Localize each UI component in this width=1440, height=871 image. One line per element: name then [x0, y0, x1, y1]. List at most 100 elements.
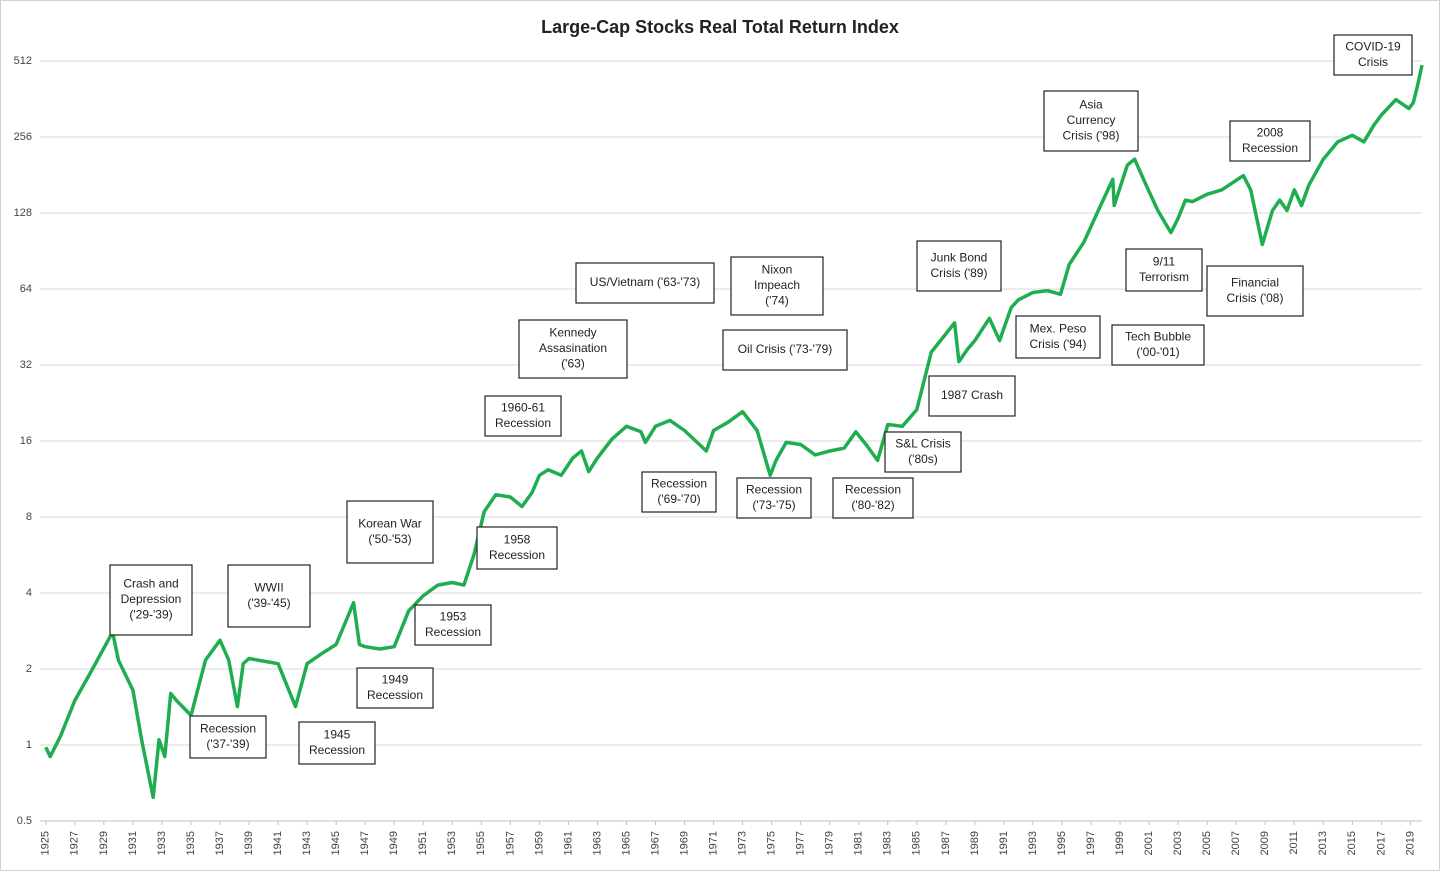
x-tick-label: 1979: [824, 831, 836, 855]
annotation-box: [298, 721, 376, 765]
y-tick-label: 32: [20, 359, 32, 371]
annotation-box: [1111, 324, 1205, 366]
annotation-box: [928, 375, 1016, 417]
y-tick-label: 1: [26, 739, 32, 751]
annotation-text: 1958: [504, 532, 531, 546]
annotation-box: [1125, 248, 1203, 292]
annotation-text: Korean War: [358, 516, 422, 530]
annotation-text: Crash and: [123, 577, 178, 591]
x-tick-label: 1993: [1027, 831, 1039, 855]
annotation-text: ('50-'53): [368, 532, 411, 546]
x-tick-label: 1963: [591, 831, 603, 855]
x-tick-label: 1985: [911, 831, 923, 855]
annotation-text: ('73-'75): [752, 498, 795, 512]
x-tick-label: 1955: [475, 831, 487, 855]
annotation-text: US/Vietnam ('63-'73): [590, 275, 700, 289]
x-tick-label: 1989: [969, 831, 981, 855]
annotation-box: [641, 471, 717, 513]
x-tick-label: 1947: [359, 831, 371, 855]
x-tick-label: 1965: [620, 831, 632, 855]
annotation-text: ('63): [561, 357, 585, 371]
x-tick-label: 1967: [649, 831, 661, 855]
annotation-box: [484, 395, 562, 437]
annotation-text: 1953: [440, 609, 467, 623]
x-tick-label: 1999: [1114, 831, 1126, 855]
x-tick-label: 1949: [388, 831, 400, 855]
annotation-text: Recession: [651, 476, 707, 490]
x-tick-label: 2017: [1375, 831, 1387, 855]
annotation-text: COVID-19: [1345, 39, 1401, 53]
x-tick-label: 1987: [940, 831, 952, 855]
annotation-text: Depression: [121, 592, 182, 606]
x-tick-label: 2013: [1317, 831, 1329, 855]
y-tick-label: 8: [26, 511, 32, 523]
line-series: [44, 64, 1424, 800]
annotation-box: [916, 240, 1002, 292]
x-tick-label: 1969: [678, 831, 690, 855]
x-tick-label: 1943: [301, 831, 313, 855]
annotation-box: [575, 262, 715, 304]
annotation-text: 9/11: [1153, 254, 1176, 268]
annotation-text: ('80-'82): [851, 498, 894, 512]
x-tick-label: 1961: [562, 831, 574, 855]
annotation-box: [518, 319, 628, 379]
x-tick-label: 1957: [504, 831, 516, 855]
annotation-text: Kennedy: [549, 326, 596, 340]
x-tick-label: 1951: [417, 831, 429, 855]
annotation-text: Oil Crisis ('73-'79): [738, 342, 833, 356]
x-tick-label: 1939: [243, 831, 255, 855]
annotation-text: ('69-'70): [657, 492, 700, 506]
annotation-box: [884, 431, 962, 473]
x-tick-label: 1981: [853, 831, 865, 855]
x-tick-label: 1925: [40, 831, 52, 855]
annotation-text: 1960-61: [501, 400, 545, 414]
annotation-text: Recession: [425, 625, 481, 639]
y-tick-label: 4: [26, 587, 32, 599]
annotation-box: [356, 667, 434, 709]
x-tick-label: 1991: [998, 831, 1010, 855]
y-tick-label: 16: [20, 435, 32, 447]
annotation-text: Junk Bond: [931, 250, 988, 264]
x-tick-label: 2011: [1288, 831, 1300, 855]
annotation-text: Crisis ('89): [931, 266, 988, 280]
annotation-text: 1987 Crash: [941, 388, 1003, 402]
x-tick-label: 2015: [1346, 831, 1358, 855]
x-tick-label: 1971: [707, 831, 719, 855]
annotation-text: Tech Bubble: [1125, 329, 1191, 343]
x-tick-label: 1945: [330, 831, 342, 855]
annotation-text: 1945: [324, 727, 351, 741]
x-tick-label: 1941: [272, 831, 284, 855]
annotation-text: Recession: [495, 416, 551, 430]
x-tick-label: 1997: [1085, 831, 1097, 855]
annotation-box: [832, 477, 914, 519]
annotation-text: Crisis ('98): [1063, 129, 1120, 143]
x-tick-label: 1959: [533, 831, 545, 855]
annotation-text: Crisis ('94): [1030, 337, 1087, 351]
annotation-text: Recession: [1242, 141, 1298, 155]
y-tick-label: 64: [20, 283, 32, 295]
annotation-box: [414, 604, 492, 646]
y-tick-label: 128: [14, 207, 32, 219]
x-tick-label: 1953: [446, 831, 458, 855]
y-tick-label: 256: [14, 131, 32, 143]
y-tick-label: 0.5: [17, 815, 32, 827]
annotation-box: [476, 526, 558, 570]
x-tick-label: 1975: [766, 831, 778, 855]
chart-title: Large-Cap Stocks Real Total Return Index: [541, 17, 899, 37]
annotation-text: Recession: [309, 743, 365, 757]
annotation-box: [722, 329, 848, 371]
annotation-text: Crisis ('08): [1227, 291, 1284, 305]
annotation-box: [736, 477, 812, 519]
x-tick-label: 1929: [98, 831, 110, 855]
x-tick-label: 2019: [1404, 831, 1416, 855]
annotation-box: [109, 564, 193, 636]
annotation-text: Recession: [200, 721, 256, 735]
x-tick-label: 1931: [127, 831, 139, 855]
y-tick-label: 512: [14, 55, 32, 67]
annotation-box: [346, 500, 434, 564]
annotation-text: Recession: [489, 548, 545, 562]
x-tick-label: 2007: [1230, 831, 1242, 855]
annotation-text: S&L Crisis: [895, 436, 951, 450]
annotation-text: ('74): [765, 294, 789, 308]
